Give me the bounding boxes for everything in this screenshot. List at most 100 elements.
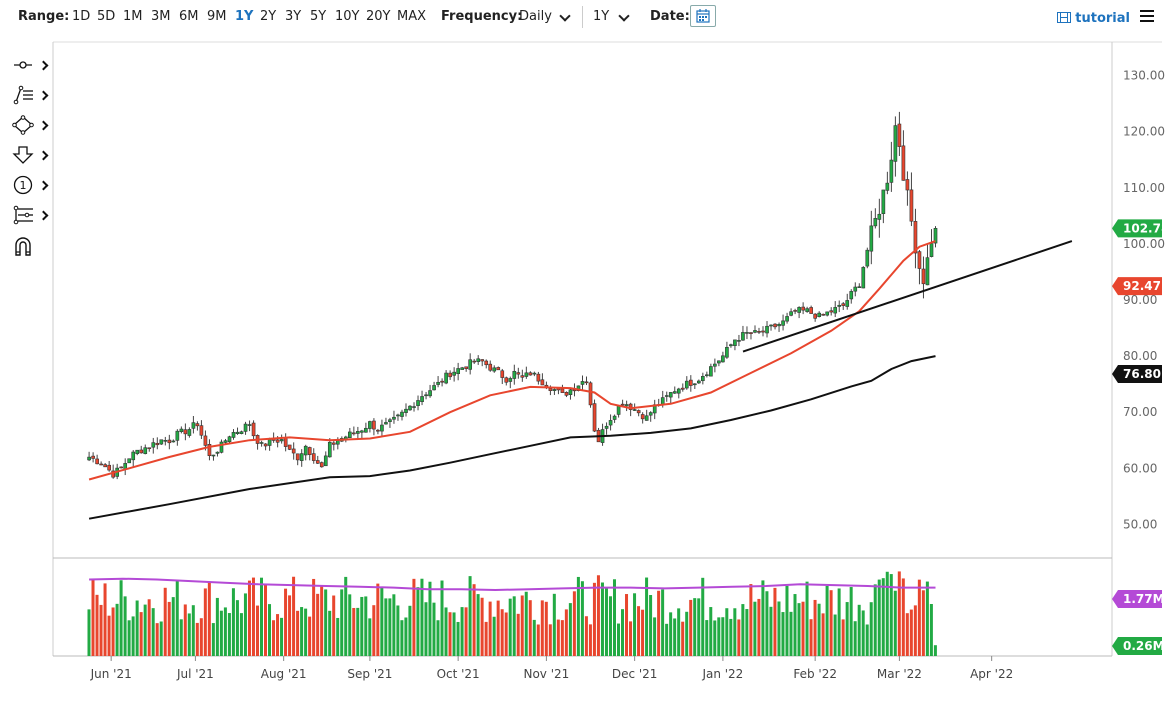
candle	[448, 370, 452, 380]
candle	[396, 413, 400, 421]
range-9m[interactable]: 9M	[207, 9, 227, 24]
candle	[159, 439, 164, 445]
candle	[428, 384, 432, 398]
candle-body	[420, 396, 424, 403]
arrow-tool[interactable]	[10, 145, 49, 167]
candle-body	[741, 332, 745, 341]
magnet-tool[interactable]	[10, 235, 48, 257]
frequency-label: Frequency:	[441, 9, 523, 24]
volume-bar	[913, 605, 917, 656]
range-max[interactable]: MAX	[397, 9, 427, 24]
volume-bar	[641, 609, 645, 656]
candle	[163, 436, 168, 446]
volume-bar	[877, 579, 881, 656]
volume-bar	[608, 596, 612, 656]
volume-bar	[737, 619, 741, 656]
candle-body	[496, 367, 501, 371]
candle	[568, 389, 573, 400]
candle	[380, 419, 384, 437]
volume-bar	[388, 598, 392, 656]
range-1m[interactable]: 1M	[123, 9, 143, 24]
volume-bar	[548, 624, 552, 656]
range-5y[interactable]: 5Y	[310, 9, 327, 24]
candle-body	[139, 449, 144, 454]
annotation-glyph: 1	[20, 179, 27, 192]
range-20y[interactable]: 20Y	[366, 9, 391, 24]
range-1d[interactable]: 1D	[72, 9, 91, 24]
candle-body	[279, 439, 284, 442]
tutorial-link[interactable]: tutorial	[1056, 11, 1130, 26]
candle	[171, 439, 176, 443]
candle	[865, 247, 870, 269]
candle-body	[219, 441, 224, 453]
frequency-select[interactable]: Daily	[519, 9, 571, 24]
volume-bar	[436, 620, 440, 656]
trend-lines-tool[interactable]	[10, 85, 49, 107]
candle	[368, 420, 372, 433]
candle-body	[464, 366, 468, 369]
range-10y[interactable]: 10Y	[335, 9, 360, 24]
candle-body	[893, 125, 898, 162]
shapes-tool[interactable]	[10, 115, 49, 137]
period-select[interactable]: 1Y	[593, 9, 630, 24]
volume-bar	[456, 621, 460, 656]
candle	[905, 171, 910, 206]
volume-bar	[833, 614, 837, 656]
fibonacci-tool[interactable]	[10, 205, 49, 227]
candle	[749, 332, 753, 340]
candle-body	[267, 438, 272, 446]
volume-bar	[645, 577, 649, 656]
volume-bar	[837, 588, 841, 656]
x-tick-label: Jan '22	[701, 667, 743, 681]
volume-bar	[657, 590, 661, 656]
candle-body	[769, 324, 773, 327]
volume-bar	[841, 619, 845, 656]
annotation-tool[interactable]: 1	[10, 175, 49, 197]
volume-bar	[845, 602, 849, 656]
candle-body	[287, 444, 292, 450]
volume-bar	[235, 600, 239, 656]
volume-bar	[304, 608, 308, 656]
candle	[123, 458, 128, 476]
date-picker-button[interactable]	[690, 5, 716, 27]
candle-body	[151, 442, 156, 448]
candle	[211, 454, 216, 461]
hamburger-menu-icon[interactable]	[1140, 10, 1154, 22]
range-2y[interactable]: 2Y	[260, 9, 277, 24]
volume-bar	[231, 588, 235, 656]
volume-bar	[849, 587, 853, 656]
candle	[247, 420, 252, 432]
candle-body	[472, 360, 477, 363]
volume-bar	[199, 618, 203, 656]
candle	[741, 325, 745, 341]
y-axis: 50.00 60.00 70.00 80.00 90.00 100.00 110.00 120…	[1123, 69, 1165, 532]
candle-body	[713, 363, 717, 367]
volume-bar	[753, 601, 757, 656]
candle-body	[143, 447, 148, 455]
volume-bar	[380, 587, 384, 656]
range-5d[interactable]: 5D	[97, 9, 116, 24]
candle	[364, 422, 368, 433]
frequency-value: Daily	[519, 9, 552, 24]
range-1y[interactable]: 1Y	[235, 9, 254, 24]
candle-body	[131, 451, 136, 461]
candle-body	[773, 323, 777, 328]
crosshair-tool[interactable]	[10, 55, 49, 77]
volume-bar	[745, 609, 749, 656]
candle	[889, 141, 894, 192]
candle-body	[909, 189, 914, 222]
x-tick-label: Apr '22	[970, 667, 1013, 681]
candle	[809, 305, 813, 314]
candle	[155, 437, 160, 450]
candle	[215, 451, 220, 457]
volume-bar	[344, 576, 348, 656]
range-3y[interactable]: 3Y	[285, 9, 302, 24]
candle-body	[805, 308, 809, 312]
range-6m[interactable]: 6M	[179, 9, 199, 24]
range-3m[interactable]: 3M	[151, 9, 171, 24]
y-tick-label: 90.00	[1123, 293, 1157, 307]
candle	[552, 388, 557, 395]
candle	[460, 366, 464, 370]
volume-bar	[901, 578, 905, 656]
